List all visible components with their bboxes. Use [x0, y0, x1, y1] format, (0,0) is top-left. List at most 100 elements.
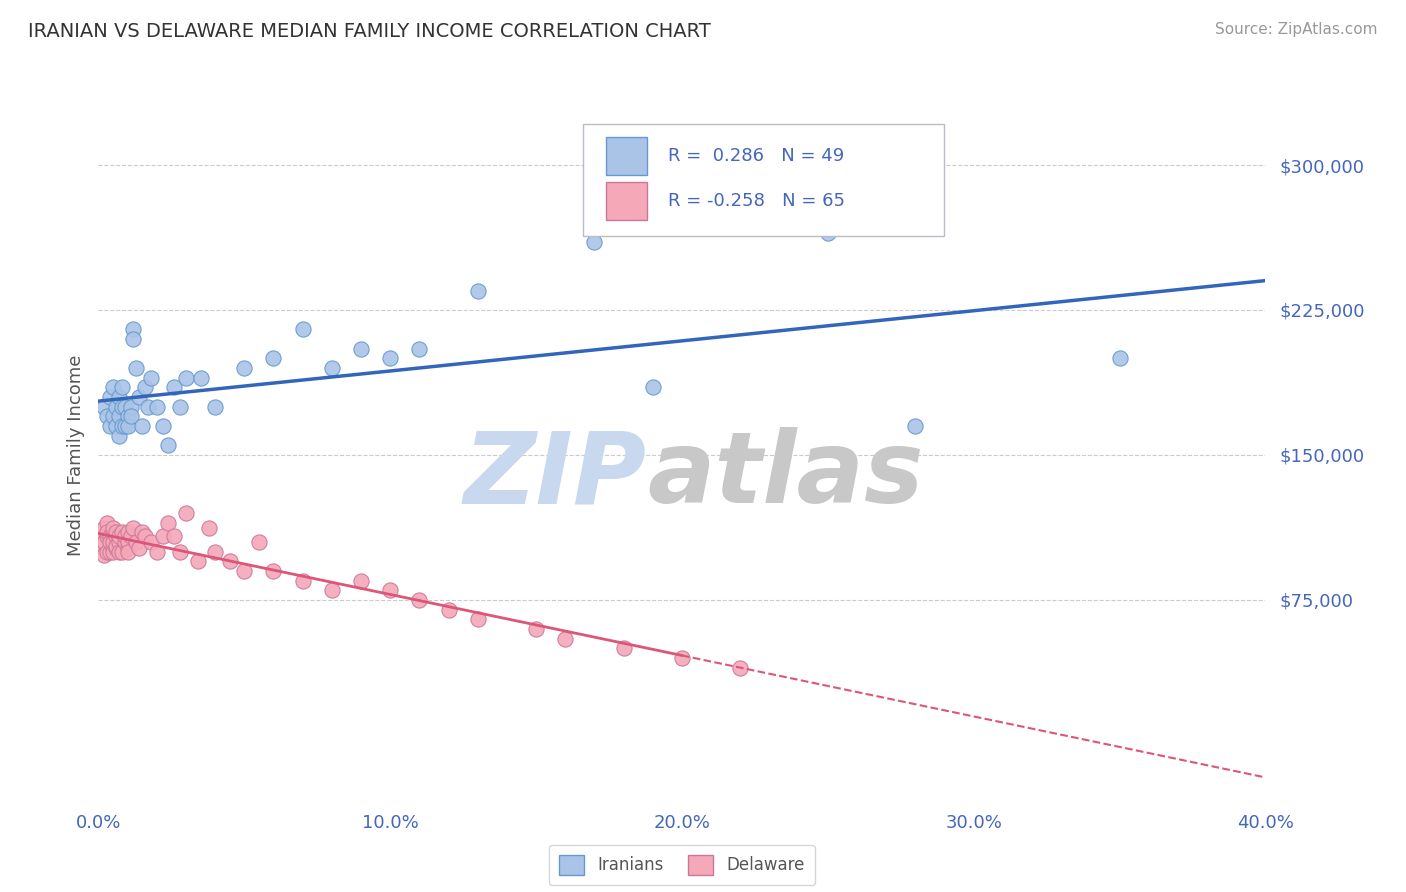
Point	[98, 390, 121, 404]
Point	[174, 370, 197, 384]
Point	[111, 419, 134, 434]
Point	[131, 419, 153, 434]
Point	[101, 529, 124, 543]
Point	[190, 370, 212, 384]
Point	[104, 525, 127, 540]
Point	[467, 284, 489, 298]
Point	[111, 400, 134, 414]
Point	[122, 322, 145, 336]
Point	[128, 390, 150, 404]
Point	[101, 521, 124, 535]
Point	[157, 516, 180, 530]
Point	[101, 409, 124, 424]
FancyBboxPatch shape	[606, 136, 647, 175]
Point	[101, 544, 124, 558]
Point	[169, 544, 191, 558]
Point	[117, 534, 139, 549]
Point	[378, 351, 402, 366]
Point	[108, 428, 131, 442]
Point	[350, 342, 373, 356]
Point	[233, 361, 256, 376]
Point	[1108, 351, 1130, 366]
Point	[117, 525, 139, 540]
Point	[350, 574, 373, 588]
Point	[117, 409, 139, 424]
Point	[136, 400, 159, 414]
Point	[131, 525, 153, 540]
Point	[321, 361, 343, 376]
Point	[204, 400, 226, 414]
Text: IRANIAN VS DELAWARE MEDIAN FAMILY INCOME CORRELATION CHART: IRANIAN VS DELAWARE MEDIAN FAMILY INCOME…	[28, 22, 711, 41]
Point	[93, 400, 115, 414]
Point	[174, 506, 197, 520]
Point	[204, 544, 226, 558]
Point	[96, 544, 118, 558]
Point	[98, 419, 121, 434]
Point	[101, 525, 124, 540]
Point	[96, 529, 118, 543]
Point	[817, 226, 839, 240]
Point	[108, 534, 131, 549]
Text: R = -0.258   N = 65: R = -0.258 N = 65	[668, 192, 845, 210]
Point	[139, 370, 162, 384]
Point	[101, 534, 124, 549]
Point	[93, 549, 115, 563]
Point	[187, 554, 209, 568]
Point	[612, 641, 634, 656]
Text: Source: ZipAtlas.com: Source: ZipAtlas.com	[1215, 22, 1378, 37]
Point	[114, 534, 136, 549]
Point	[90, 539, 112, 553]
Point	[641, 380, 664, 394]
Point	[108, 529, 131, 543]
Point	[247, 534, 270, 549]
Point	[96, 409, 118, 424]
Point	[93, 521, 115, 535]
Point	[111, 544, 134, 558]
Point	[728, 660, 751, 674]
Point	[93, 534, 115, 549]
Point	[98, 544, 121, 558]
Point	[104, 419, 127, 434]
Point	[108, 544, 131, 558]
Point	[120, 529, 142, 543]
Text: atlas: atlas	[647, 427, 924, 524]
FancyBboxPatch shape	[606, 182, 647, 220]
Point	[152, 529, 174, 543]
Point	[134, 380, 156, 394]
Point	[467, 612, 489, 626]
Point	[104, 529, 127, 543]
Point	[125, 534, 148, 549]
Point	[233, 564, 256, 578]
Point	[146, 544, 169, 558]
Point	[134, 529, 156, 543]
Point	[117, 541, 139, 555]
Point	[98, 529, 121, 543]
Point	[122, 332, 145, 346]
Point	[152, 419, 174, 434]
Point	[96, 525, 118, 540]
Point	[98, 534, 121, 549]
Point	[108, 390, 131, 404]
Point	[108, 409, 131, 424]
Point	[163, 529, 186, 543]
Point	[408, 342, 430, 356]
Point	[163, 380, 186, 394]
Point	[114, 419, 136, 434]
Point	[114, 529, 136, 543]
Point	[583, 235, 606, 250]
Point	[554, 632, 576, 646]
Point	[139, 534, 162, 549]
FancyBboxPatch shape	[582, 124, 945, 235]
Point	[104, 541, 127, 555]
Point	[146, 400, 169, 414]
Point	[437, 602, 460, 616]
Point	[408, 592, 430, 607]
Point	[117, 419, 139, 434]
Point	[321, 583, 343, 598]
Point	[671, 651, 693, 665]
Point	[198, 521, 221, 535]
Point	[378, 583, 402, 598]
Point	[114, 400, 136, 414]
Text: R =  0.286   N = 49: R = 0.286 N = 49	[668, 147, 844, 165]
Point	[96, 516, 118, 530]
